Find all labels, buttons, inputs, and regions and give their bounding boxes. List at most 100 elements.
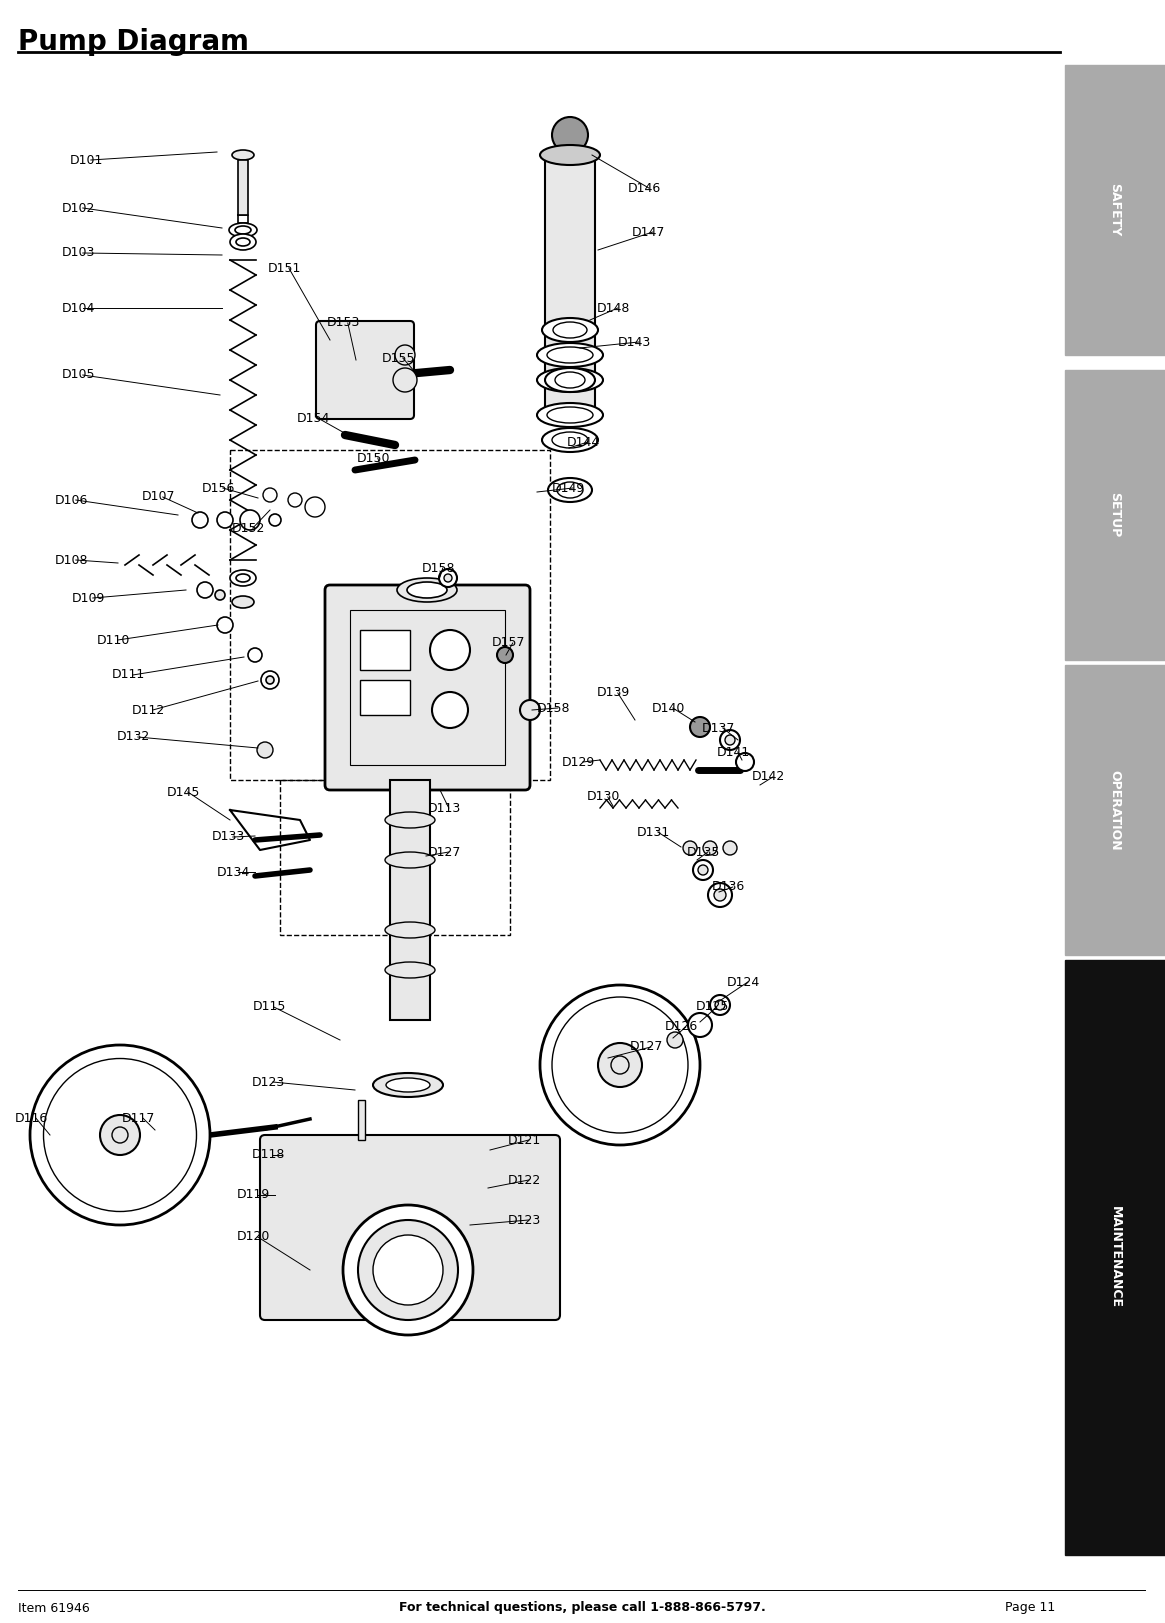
- Text: D122: D122: [508, 1173, 542, 1186]
- Ellipse shape: [542, 428, 598, 451]
- Circle shape: [552, 117, 588, 153]
- Circle shape: [689, 1013, 712, 1037]
- Circle shape: [541, 985, 700, 1144]
- Ellipse shape: [384, 962, 435, 979]
- Ellipse shape: [555, 372, 585, 388]
- Ellipse shape: [236, 575, 250, 583]
- Circle shape: [288, 493, 302, 506]
- Bar: [1065, 370, 1165, 661]
- Text: D153: D153: [327, 316, 360, 329]
- Text: D101: D101: [70, 154, 104, 167]
- Ellipse shape: [542, 318, 598, 342]
- Ellipse shape: [373, 1073, 443, 1097]
- Circle shape: [240, 510, 260, 531]
- Ellipse shape: [386, 1078, 430, 1092]
- Circle shape: [709, 995, 730, 1014]
- Bar: [358, 1100, 365, 1139]
- Text: D156: D156: [202, 482, 235, 495]
- Circle shape: [698, 865, 708, 875]
- Ellipse shape: [407, 583, 447, 597]
- Text: D104: D104: [62, 302, 96, 315]
- Ellipse shape: [236, 239, 250, 247]
- Ellipse shape: [557, 482, 582, 498]
- Circle shape: [192, 511, 209, 527]
- Circle shape: [720, 730, 740, 750]
- Text: D117: D117: [122, 1112, 155, 1125]
- Circle shape: [668, 1032, 683, 1048]
- Circle shape: [723, 841, 737, 855]
- Text: D146: D146: [628, 182, 662, 195]
- Circle shape: [430, 630, 469, 670]
- Circle shape: [216, 591, 225, 601]
- Text: D139: D139: [596, 687, 630, 700]
- Ellipse shape: [384, 812, 435, 828]
- Text: D158: D158: [422, 562, 456, 575]
- Text: D130: D130: [587, 790, 621, 803]
- Text: D115: D115: [253, 1000, 287, 1013]
- Text: D112: D112: [132, 703, 165, 716]
- Circle shape: [358, 1220, 458, 1319]
- Ellipse shape: [232, 149, 254, 161]
- Text: D158: D158: [537, 701, 571, 714]
- Text: D129: D129: [562, 755, 595, 769]
- Ellipse shape: [552, 432, 588, 448]
- Bar: [360, 680, 410, 716]
- Circle shape: [30, 1045, 210, 1225]
- Text: D143: D143: [617, 336, 651, 349]
- Text: D103: D103: [62, 247, 96, 260]
- Text: D124: D124: [727, 975, 761, 988]
- Ellipse shape: [397, 578, 457, 602]
- Circle shape: [269, 514, 281, 526]
- Text: D113: D113: [428, 802, 461, 815]
- Circle shape: [343, 1204, 473, 1336]
- Text: D111: D111: [112, 669, 146, 682]
- Text: D144: D144: [567, 435, 600, 448]
- Text: D133: D133: [212, 831, 246, 844]
- Text: D116: D116: [15, 1112, 48, 1125]
- Circle shape: [100, 1115, 140, 1156]
- Bar: [545, 156, 595, 420]
- Text: D127: D127: [428, 846, 461, 859]
- Text: D123: D123: [508, 1214, 542, 1227]
- Text: Page 11: Page 11: [1004, 1602, 1055, 1615]
- Circle shape: [217, 617, 233, 633]
- Bar: [238, 161, 248, 214]
- Text: D108: D108: [55, 553, 89, 566]
- Text: SAFETY: SAFETY: [1109, 183, 1122, 237]
- Bar: [390, 781, 430, 1019]
- Circle shape: [693, 860, 713, 880]
- Text: MAINTENANCE: MAINTENANCE: [1109, 1206, 1122, 1308]
- Bar: [1065, 65, 1165, 355]
- Ellipse shape: [384, 922, 435, 938]
- Text: D145: D145: [167, 786, 200, 799]
- Circle shape: [393, 368, 417, 393]
- Ellipse shape: [537, 342, 603, 367]
- Text: D105: D105: [62, 368, 96, 381]
- Circle shape: [248, 648, 262, 662]
- Circle shape: [263, 489, 277, 502]
- Text: D125: D125: [696, 1000, 729, 1013]
- FancyBboxPatch shape: [260, 1134, 560, 1319]
- Text: D147: D147: [631, 226, 665, 239]
- Text: D141: D141: [716, 745, 750, 758]
- Ellipse shape: [384, 852, 435, 868]
- Text: OPERATION: OPERATION: [1109, 769, 1122, 850]
- Text: D123: D123: [252, 1076, 285, 1089]
- Ellipse shape: [548, 479, 592, 502]
- Circle shape: [43, 1058, 197, 1211]
- Circle shape: [715, 1000, 725, 1010]
- Circle shape: [217, 511, 233, 527]
- Text: D132: D132: [116, 730, 150, 743]
- Circle shape: [714, 889, 726, 901]
- Text: D118: D118: [252, 1149, 285, 1162]
- Text: D155: D155: [382, 352, 416, 365]
- Text: D137: D137: [702, 722, 735, 735]
- Ellipse shape: [230, 234, 256, 250]
- Text: D134: D134: [217, 865, 250, 878]
- Ellipse shape: [548, 372, 593, 388]
- Ellipse shape: [548, 347, 593, 364]
- Text: D107: D107: [142, 490, 176, 503]
- Circle shape: [702, 841, 716, 855]
- Text: Pump Diagram: Pump Diagram: [17, 28, 249, 57]
- Circle shape: [683, 841, 697, 855]
